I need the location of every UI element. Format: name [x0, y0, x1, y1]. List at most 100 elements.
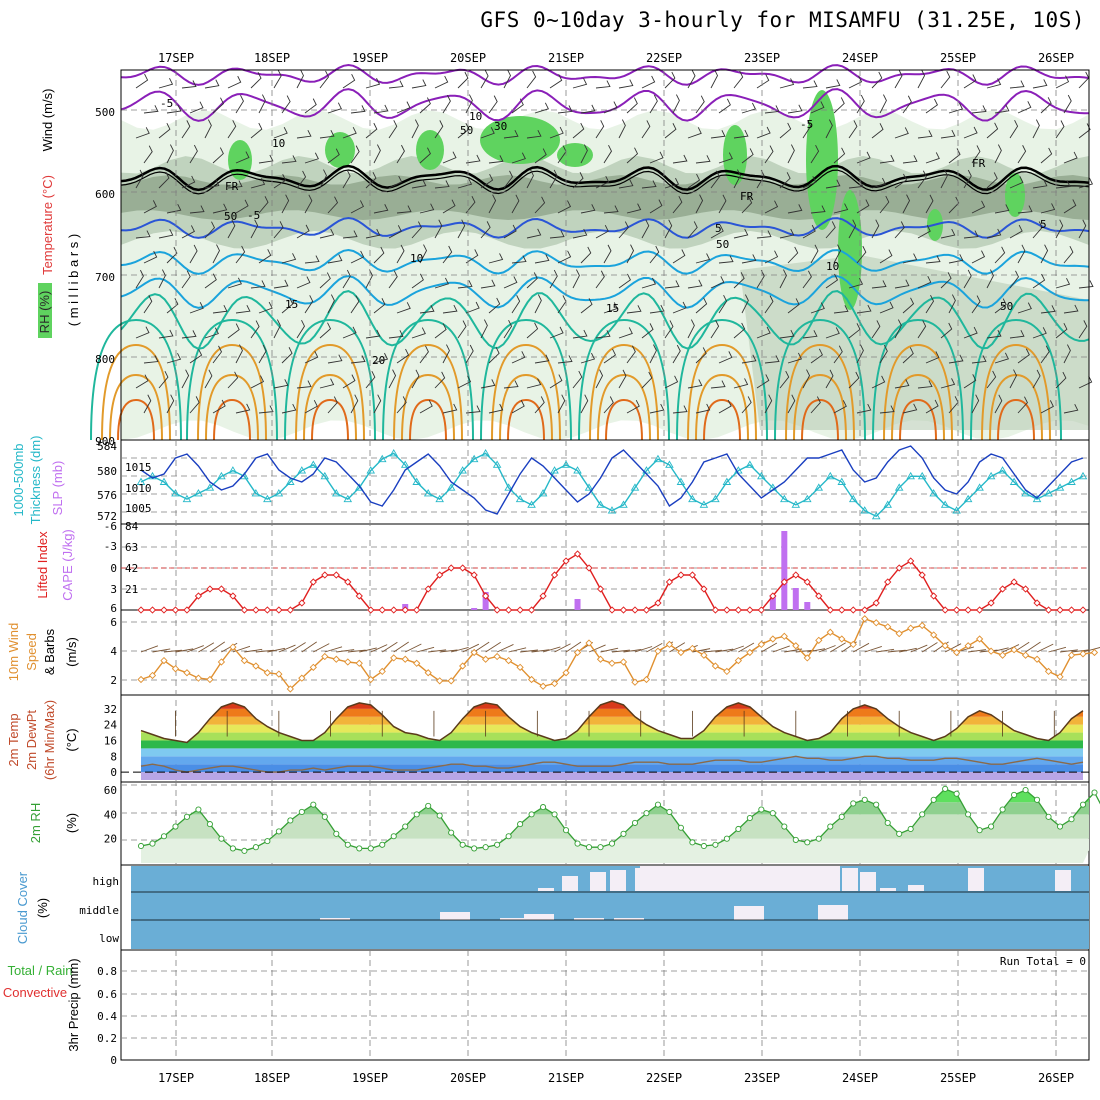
wind-barb	[649, 245, 660, 264]
thickness-marker	[780, 494, 789, 503]
wind-barb	[143, 355, 159, 364]
wind-barb	[135, 374, 149, 389]
wind-barb	[526, 322, 539, 339]
rh-band	[141, 814, 1089, 839]
wind-barb	[664, 280, 680, 289]
wind-barb	[963, 374, 977, 389]
date-label-top: 18SEP	[254, 51, 290, 65]
wind-barb	[396, 244, 405, 264]
wind-barb	[281, 403, 297, 414]
thickness-marker	[1021, 489, 1030, 497]
wind-barb	[488, 95, 498, 114]
wind-barb	[1032, 273, 1046, 289]
rh2m-marker	[252, 844, 259, 851]
wind-barb	[457, 71, 469, 89]
wind-barb	[687, 279, 703, 289]
wind-barb	[902, 297, 915, 314]
wind-barb-10m	[255, 649, 274, 653]
wind-speed-marker	[585, 639, 593, 647]
temp-contour-30	[695, 373, 749, 441]
lifted-index-marker	[286, 606, 294, 614]
wind-barb-10m	[209, 641, 226, 653]
rh2m-marker	[769, 810, 776, 817]
lifted-index-marker	[481, 592, 490, 600]
wind-barb	[879, 405, 895, 414]
wind-barb	[871, 375, 886, 389]
precip-tick-label: 0	[110, 1054, 117, 1067]
wind-barb	[856, 403, 872, 414]
wind-barb	[1017, 101, 1032, 114]
wind-barb-10m	[462, 643, 480, 653]
wind-speed-marker	[619, 658, 628, 666]
temp-band	[141, 708, 1083, 717]
wind-barb	[1078, 375, 1093, 389]
lifted-index-marker	[998, 585, 1007, 593]
wind-barb	[963, 326, 978, 339]
wind-barb	[1009, 80, 1025, 89]
wind-barb	[879, 344, 888, 364]
thickness-marker	[527, 500, 536, 508]
thickness-marker	[791, 500, 801, 508]
thickness-marker	[136, 477, 146, 485]
contour-label: FR	[972, 157, 986, 170]
wind-barb	[296, 170, 307, 189]
wind-barb-10m	[853, 642, 870, 653]
thickness-marker	[906, 471, 915, 480]
wind-barb	[718, 194, 727, 214]
wind-barb	[825, 369, 834, 389]
wind-barb	[963, 269, 972, 289]
temp-contour-25	[491, 343, 561, 441]
wind-barb-10m	[738, 642, 755, 653]
wind-barb	[580, 246, 592, 264]
lifted-index-marker	[654, 599, 662, 607]
wind-speed-marker	[413, 659, 421, 667]
rh2m-marker	[218, 835, 225, 842]
wind-barb	[1032, 327, 1047, 339]
wind-barb	[488, 253, 504, 264]
wind-barb-10m	[1071, 649, 1090, 653]
wind-barb-10m	[1025, 641, 1041, 653]
cape-bar	[804, 602, 811, 610]
thickness-marker	[940, 500, 950, 508]
thickness-line	[140, 452, 1084, 518]
wind-barb	[595, 175, 610, 189]
cape-bar	[482, 592, 489, 610]
thickness-marker	[630, 483, 640, 491]
wind-barb	[925, 255, 941, 264]
wind-barb	[718, 295, 728, 314]
thickness-marker	[573, 466, 582, 474]
wind-barb	[166, 104, 182, 114]
contour-label: -5	[247, 209, 260, 222]
lifted-index-marker	[562, 557, 570, 565]
wind-barb	[902, 253, 918, 264]
wind-barb-10m	[221, 642, 238, 653]
wind-barb-10m	[313, 643, 330, 653]
wind-barb	[143, 394, 152, 414]
li-tick-label: 0	[110, 562, 117, 575]
wind-barb	[595, 270, 605, 289]
wind-barb	[158, 269, 166, 289]
rh2m-marker	[919, 811, 926, 818]
wind-barb	[672, 154, 688, 164]
wind-barb	[871, 280, 887, 289]
thickness-marker	[722, 477, 732, 485]
thickness-marker	[596, 500, 605, 508]
wind-barb	[971, 355, 987, 364]
wind-speed-marker	[355, 659, 363, 667]
wind-barb	[879, 94, 887, 114]
wind-barb	[764, 394, 773, 414]
wind-barb	[856, 199, 870, 214]
wind-barb-10m	[818, 645, 836, 653]
wind-barb	[894, 221, 905, 239]
wind-barb	[664, 320, 674, 339]
wind-barb	[687, 221, 698, 239]
wind-barb	[871, 320, 881, 339]
wind-barb	[833, 400, 847, 414]
wind-barb	[158, 171, 170, 189]
wind-barb	[342, 230, 358, 239]
cloud-high-block	[880, 888, 896, 891]
wind-barb	[442, 199, 456, 214]
wind-barb-10m	[416, 646, 435, 653]
wind-barb	[350, 105, 366, 114]
wind-barb	[212, 244, 220, 264]
